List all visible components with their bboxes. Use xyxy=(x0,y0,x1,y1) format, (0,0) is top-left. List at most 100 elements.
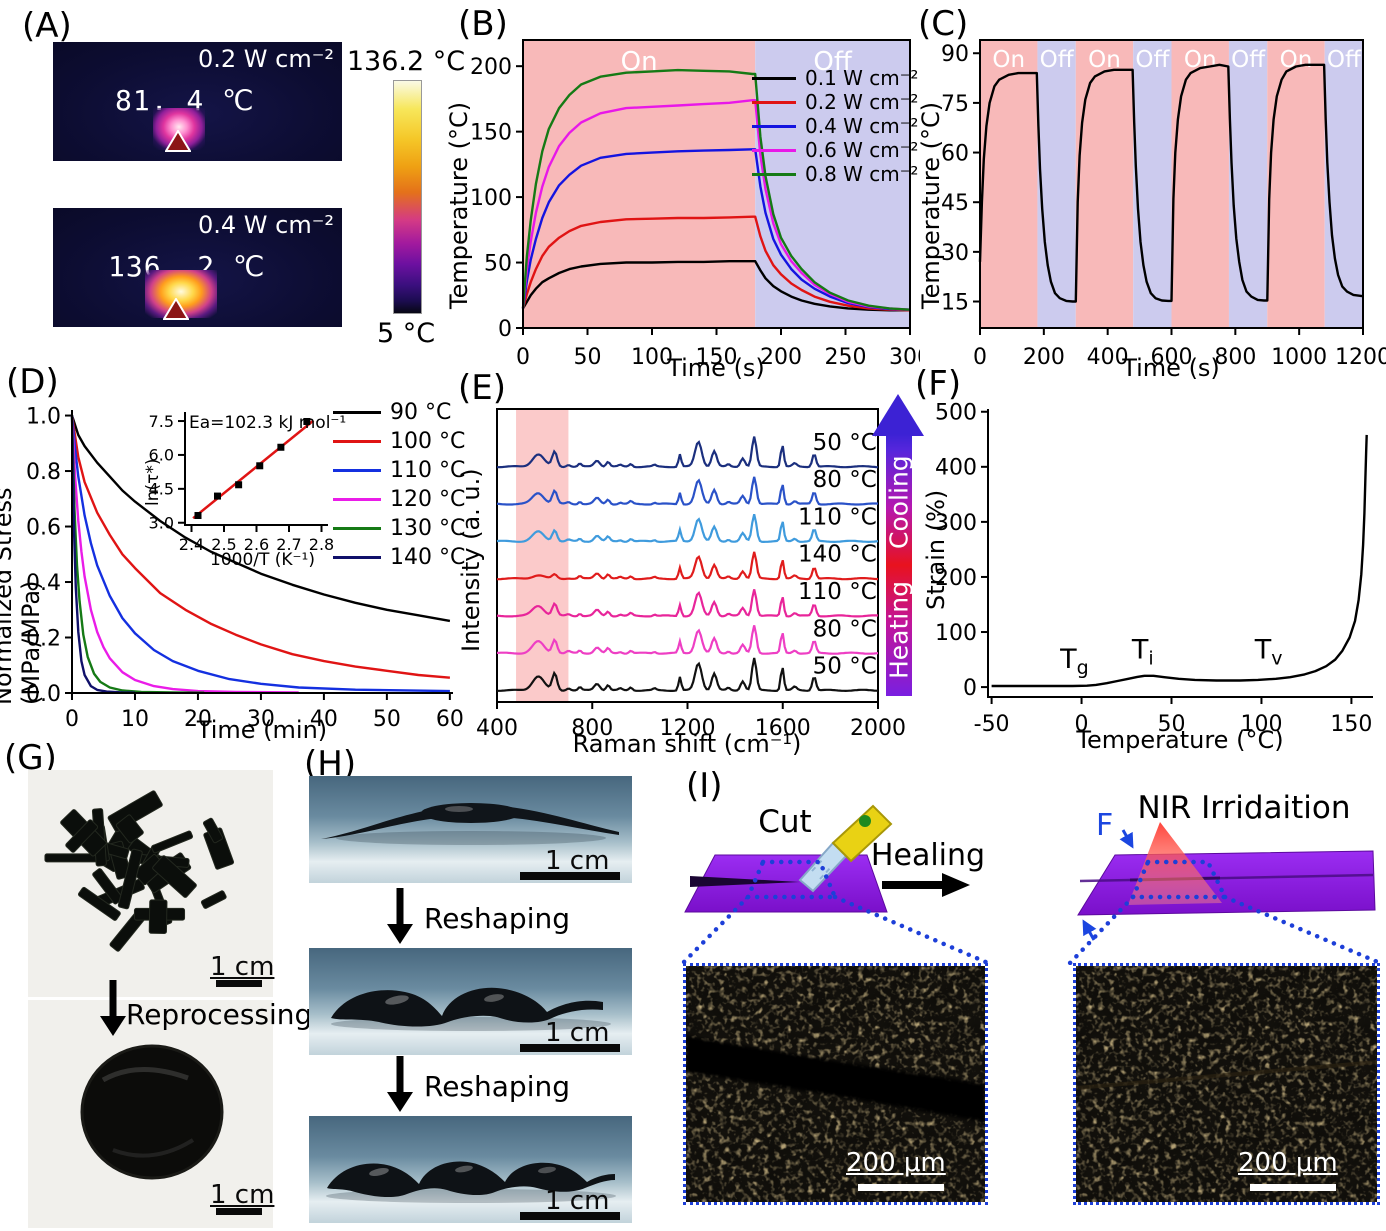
annotation: Tv xyxy=(1254,634,1283,669)
x-tick-label: 60 xyxy=(436,707,464,732)
y-tick-label: 0.4 xyxy=(26,571,61,596)
band-label: Off xyxy=(813,47,852,77)
y-tick-label: 1.0 xyxy=(26,404,61,429)
band-label: Off xyxy=(1135,47,1170,73)
spectrum-line xyxy=(497,436,879,469)
y-tick-label: 75 xyxy=(941,92,969,117)
y-tick-label: 7.5 xyxy=(149,412,174,431)
reshaping-label: Reshaping xyxy=(424,902,570,935)
film-piece xyxy=(65,819,99,853)
x-tick-label: 250 xyxy=(825,345,867,370)
y-tick-label: 15 xyxy=(941,290,969,315)
inset-ylabel: ln(τ*) xyxy=(143,458,163,506)
scatter-point xyxy=(256,462,264,470)
series-line xyxy=(521,148,911,311)
photo-reprocessed-disc xyxy=(28,1000,273,1228)
spectrum-label: 80 °C xyxy=(813,616,877,642)
legend-item-label: 100 °C xyxy=(390,429,466,454)
film-piece xyxy=(151,830,193,854)
scatter-point xyxy=(194,512,202,520)
legend-swatch xyxy=(752,100,796,104)
y-tick-label: 0 xyxy=(963,676,977,701)
chart-b-ylabel: Temperature (°C) xyxy=(445,101,473,309)
band xyxy=(1171,40,1229,328)
legend-item-label: 0.1 W cm⁻² xyxy=(805,66,919,90)
temperature-arrow-bar xyxy=(886,434,912,696)
scalebar xyxy=(1250,1184,1336,1191)
legend-swatch xyxy=(333,497,381,502)
legend-item: 140 °C xyxy=(333,543,465,572)
film-piece xyxy=(148,899,168,934)
spectrum-line xyxy=(496,657,879,693)
spectrum-label: 80 °C xyxy=(813,467,877,493)
y-tick-label: 50 xyxy=(484,251,512,276)
spectrum-label: 110 °C xyxy=(798,504,877,530)
disc-art xyxy=(80,1044,224,1180)
chart-f-ylabel: Strain (%) xyxy=(922,489,950,611)
y-tick-label: 45 xyxy=(941,191,969,216)
y-tick-label: 300 xyxy=(935,511,977,536)
legend-item-label: 0.2 W cm⁻² xyxy=(805,90,919,114)
reprocessing-label: Reprocessing xyxy=(126,998,313,1031)
legend-swatch xyxy=(333,439,381,444)
x-tick-label: 2.4 xyxy=(179,535,204,554)
scalebar xyxy=(216,980,262,987)
series-line xyxy=(521,99,911,311)
fit-line xyxy=(192,419,315,520)
scatter-point xyxy=(277,443,285,451)
series-line xyxy=(70,415,450,693)
spectrum-label: 140 °C xyxy=(798,542,877,568)
legend-item-label: 90 °C xyxy=(390,400,452,425)
down-arrow-icon xyxy=(387,888,413,944)
chart-e-ylabel: Intensity (a. u.) xyxy=(457,468,485,652)
x-tick-label: 2.6 xyxy=(244,535,269,554)
flat-film-art xyxy=(321,803,619,845)
zoom-outline xyxy=(744,859,839,900)
healed-scar xyxy=(1076,1060,1377,1090)
marker-triangle-icon xyxy=(163,298,189,320)
polymer-sheet-healed xyxy=(1077,850,1376,916)
legend-swatch xyxy=(333,555,381,560)
spectrum-label: 50 °C xyxy=(813,430,877,456)
healing-schematic xyxy=(680,804,1383,965)
photo-twisted-film-1 xyxy=(309,948,632,1055)
scalebar xyxy=(216,1208,262,1215)
twisted-film-art xyxy=(331,987,611,1031)
x-tick-label: 50 xyxy=(574,345,602,370)
chart-d-ylabel: Normalized Stress (MPa/MPa) xyxy=(0,487,45,706)
legend-item: 0.1 W cm⁻² xyxy=(752,66,918,90)
legend-item: 130 °C xyxy=(333,514,465,543)
series-line xyxy=(521,215,911,312)
series-line xyxy=(70,415,205,694)
marker-triangle-icon xyxy=(165,130,191,152)
down-arrow-icon xyxy=(100,980,126,1036)
x-tick-label: 400 xyxy=(476,716,518,740)
series-line xyxy=(70,415,136,694)
y-tick-label: 200 xyxy=(470,55,512,80)
band-label: Off xyxy=(1231,47,1266,73)
spectrum-line xyxy=(496,513,879,544)
chart-f-xlabel: Temperature (°C) xyxy=(1076,726,1284,754)
y-tick-label: 200 xyxy=(935,566,977,591)
band xyxy=(523,40,756,328)
panel-c-label: (C) xyxy=(918,4,969,44)
band xyxy=(1075,40,1134,328)
y-tick-label: 0.8 xyxy=(26,460,61,485)
scatter-point xyxy=(214,492,221,500)
panel-b-label: (B) xyxy=(458,4,508,44)
legend-item: 0.6 W cm⁻² xyxy=(752,138,918,162)
film-piece xyxy=(200,890,227,909)
micro-image-healed: 200 μm xyxy=(1073,963,1380,1205)
nir-irradiation-label: NIR Irridaition xyxy=(1137,790,1351,826)
band xyxy=(1324,40,1363,328)
force-arrow-icon xyxy=(1119,829,1134,849)
spectrum-label: 110 °C xyxy=(798,579,877,605)
power-density-label: 0.2 W cm⁻² xyxy=(197,45,334,73)
colorbar-min-label: 5 °C xyxy=(376,318,436,349)
y-tick-label: 0.6 xyxy=(26,515,61,540)
x-tick-label: 30 xyxy=(247,707,275,732)
chart-d-legend: 90 °C 100 °C 110 °C 120 °C 130 °C 140 °C xyxy=(333,398,465,572)
y-tick-label: 30 xyxy=(941,241,969,266)
healed-line xyxy=(1079,873,1374,883)
